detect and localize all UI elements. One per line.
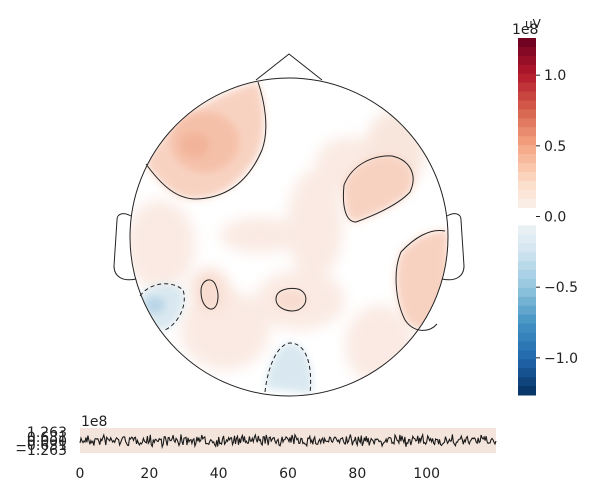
colorbar-segment (518, 287, 536, 298)
colorbar-segment (518, 341, 536, 351)
negative-contour-left-occipital (139, 283, 185, 331)
colorbar-segment (518, 261, 536, 271)
timeseries-x-tick-label: 100 (413, 466, 440, 482)
head-outline (129, 77, 449, 397)
timeseries-multiplier: 1e8 (81, 414, 107, 430)
colorbar-segment (518, 162, 536, 173)
timeseries-y-tick-label: 0.000 (27, 434, 67, 450)
positive-regions (146, 82, 448, 331)
scalp-field (130, 78, 448, 396)
colorbar-segment (518, 243, 536, 253)
colorbar-segment (518, 64, 536, 75)
timeseries-y-tick-label: −0.631 (15, 438, 67, 454)
colorbar-multiplier: 1e8 (512, 22, 538, 38)
contour-lines (139, 81, 446, 395)
colorbar-segment (518, 38, 536, 48)
colorbar-segment (518, 332, 536, 342)
timeseries-y-tick-label: 1.263 (27, 425, 67, 441)
colorbar-segment (518, 314, 536, 325)
colorbar-segment (518, 136, 536, 146)
colorbar-segment (518, 46, 536, 57)
colorbar-tick-label: −1.0 (544, 351, 578, 367)
colorbar-segment (518, 386, 536, 396)
colorbar-segment (518, 305, 536, 316)
colorbar-tick-label: 1.0 (544, 68, 566, 84)
positive-contour-frontal (145, 81, 267, 200)
colorbar-tick-label: −0.5 (544, 280, 578, 296)
timeseries-x-tick-label: 20 (140, 466, 158, 482)
colorbar-unit: uV (525, 17, 542, 31)
positive-contour-central (275, 287, 307, 312)
timeseries-x-ticks: 0 20 40 60 80 100 (76, 466, 440, 482)
colorbar-gradient (518, 38, 536, 396)
timeseries-x-tick-label: 40 (210, 466, 228, 482)
colorbar-segment (518, 252, 536, 262)
colorbar-segment (518, 171, 536, 182)
colorbar-segment (518, 377, 536, 387)
colorbar-segment (518, 100, 536, 110)
colorbar-tick-label: 0.0 (544, 210, 566, 226)
colorbar-segment (518, 270, 536, 280)
timeseries-y-tick-label: −1.263 (15, 443, 67, 459)
timeseries-x-tick-label: 0 (76, 466, 85, 482)
timeseries-y-tick-label: 0.631 (27, 430, 67, 446)
nose (255, 53, 323, 81)
colorbar-segment (518, 127, 536, 137)
topomap (113, 53, 465, 397)
colorbar: uV 1e8 1.0 0.5 0.0 −0.5 −1.0 (512, 17, 578, 396)
colorbar-segment (518, 359, 536, 369)
colorbar-segment (518, 73, 536, 84)
colorbar-segment (518, 82, 536, 93)
colorbar-ticks: 1.0 0.5 0.0 −0.5 −1.0 (536, 68, 578, 367)
colorbar-segment (518, 278, 536, 289)
negative-contour-occipital (264, 342, 312, 395)
colorbar-segment (518, 350, 536, 360)
colorbar-segment (518, 145, 536, 155)
colorbar-segment (518, 189, 536, 200)
positive-contour-right-frontal (342, 155, 414, 223)
colorbar-segment (518, 323, 536, 334)
colorbar-segment (518, 296, 536, 307)
left-ear (113, 213, 137, 281)
colorbar-segment (518, 118, 536, 128)
colorbar-segment (518, 225, 536, 235)
colorbar-segment (518, 91, 536, 101)
signal-trace (79, 432, 497, 450)
timeseries-x-tick-label: 80 (348, 466, 366, 482)
colorbar-tick-label: 0.5 (544, 139, 566, 155)
positive-contour-right-temporal (395, 229, 446, 331)
positive-contour-left-parietal (200, 279, 219, 310)
colorbar-segment (518, 234, 536, 244)
timeseries-x-tick-label: 60 (279, 466, 297, 482)
colorbar-segment (518, 180, 536, 191)
colorbar-segment (518, 109, 536, 119)
colorbar-segment (518, 55, 536, 66)
colorbar-segment (518, 154, 536, 164)
right-ear (441, 213, 465, 281)
colorbar-segment (518, 368, 536, 378)
colorbar-segment (518, 198, 536, 209)
